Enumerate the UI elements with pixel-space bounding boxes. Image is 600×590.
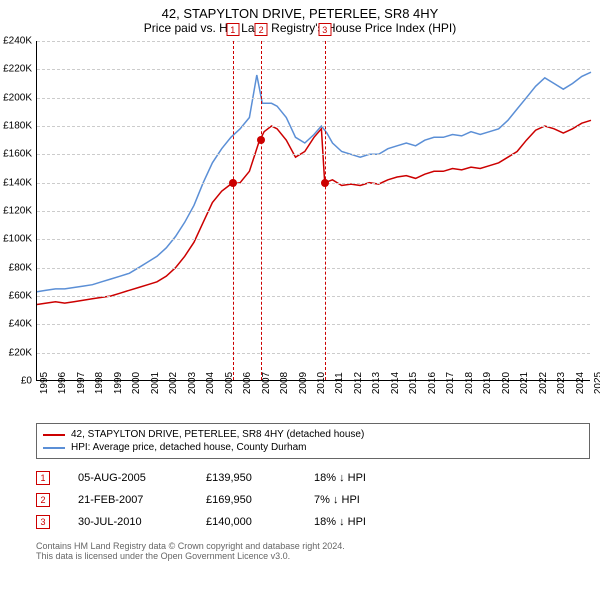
sale-date: 30-JUL-2010 bbox=[78, 516, 178, 528]
x-tick-label: 1995 bbox=[39, 372, 50, 394]
sales-table: 1 05-AUG-2005 £139,950 18% ↓ HPI 2 21-FEB-200… bbox=[36, 467, 600, 533]
gridline-h bbox=[37, 126, 590, 127]
x-tick-label: 2011 bbox=[334, 372, 345, 394]
x-tick-label: 1999 bbox=[113, 372, 124, 394]
event-vline bbox=[233, 41, 234, 380]
sale-diff: 18% ↓ HPI bbox=[314, 516, 404, 528]
y-tick-label: £140K bbox=[3, 177, 32, 188]
plot-area: £0£20K£40K£60K£80K£100K£120K£140K£160K£1… bbox=[36, 41, 590, 381]
y-tick-label: £40K bbox=[9, 319, 32, 330]
y-tick-label: £120K bbox=[3, 206, 32, 217]
y-tick-label: £220K bbox=[3, 64, 32, 75]
legend-box: 42, STAPYLTON DRIVE, PETERLEE, SR8 4HY (… bbox=[36, 423, 590, 459]
gridline-h bbox=[37, 98, 590, 99]
gridline-h bbox=[37, 183, 590, 184]
sale-index-box: 2 bbox=[36, 493, 50, 507]
gridline-h bbox=[37, 268, 590, 269]
x-tick-label: 2008 bbox=[279, 372, 290, 394]
sale-index-box: 1 bbox=[36, 471, 50, 485]
y-tick-label: £80K bbox=[9, 262, 32, 273]
x-tick-label: 2006 bbox=[242, 372, 253, 394]
x-tick-label: 2003 bbox=[187, 372, 198, 394]
gridline-h bbox=[37, 41, 590, 42]
y-tick-label: £20K bbox=[9, 347, 32, 358]
y-tick-label: £240K bbox=[3, 36, 32, 47]
event-dot bbox=[257, 136, 265, 144]
x-tick-label: 1998 bbox=[94, 372, 105, 394]
sale-index-box: 3 bbox=[36, 515, 50, 529]
x-tick-label: 2019 bbox=[482, 372, 493, 394]
y-tick-label: £200K bbox=[3, 92, 32, 103]
sale-price: £139,950 bbox=[206, 472, 286, 484]
gridline-h bbox=[37, 296, 590, 297]
x-tick-label: 2000 bbox=[131, 372, 142, 394]
event-marker-box: 3 bbox=[318, 23, 331, 36]
y-tick-label: £100K bbox=[3, 234, 32, 245]
chart-title: 42, STAPYLTON DRIVE, PETERLEE, SR8 4HY bbox=[0, 6, 600, 21]
legend-row: 42, STAPYLTON DRIVE, PETERLEE, SR8 4HY (… bbox=[43, 428, 583, 441]
title-block: 42, STAPYLTON DRIVE, PETERLEE, SR8 4HY P… bbox=[0, 0, 600, 37]
y-tick-label: £0 bbox=[21, 376, 32, 387]
x-tick-label: 2025 bbox=[593, 372, 600, 394]
sale-diff: 7% ↓ HPI bbox=[314, 494, 404, 506]
y-tick-label: £60K bbox=[9, 291, 32, 302]
chart-subtitle: Price paid vs. HM Land Registry's House … bbox=[0, 21, 600, 35]
x-tick-label: 2002 bbox=[168, 372, 179, 394]
y-tick-label: £180K bbox=[3, 121, 32, 132]
x-tick-label: 2004 bbox=[205, 372, 216, 394]
gridline-h bbox=[37, 239, 590, 240]
gridline-h bbox=[37, 154, 590, 155]
gridline-h bbox=[37, 69, 590, 70]
y-tick-label: £160K bbox=[3, 149, 32, 160]
gridline-h bbox=[37, 211, 590, 212]
event-dot bbox=[321, 179, 329, 187]
event-marker-box: 2 bbox=[255, 23, 268, 36]
x-tick-label: 2010 bbox=[316, 372, 327, 394]
sale-price: £140,000 bbox=[206, 516, 286, 528]
gridline-h bbox=[37, 353, 590, 354]
event-dot bbox=[229, 179, 237, 187]
x-tick-label: 2009 bbox=[298, 372, 309, 394]
gridline-h bbox=[37, 324, 590, 325]
sale-date: 21-FEB-2007 bbox=[78, 494, 178, 506]
x-tick-label: 2023 bbox=[556, 372, 567, 394]
event-vline bbox=[261, 41, 262, 380]
sale-price: £169,950 bbox=[206, 494, 286, 506]
legend-row: HPI: Average price, detached house, Coun… bbox=[43, 441, 583, 454]
legend-text: 42, STAPYLTON DRIVE, PETERLEE, SR8 4HY (… bbox=[71, 429, 364, 440]
x-tick-label: 2012 bbox=[353, 372, 364, 394]
event-vline bbox=[325, 41, 326, 380]
x-tick-label: 1996 bbox=[57, 372, 68, 394]
x-tick-label: 2018 bbox=[464, 372, 475, 394]
x-tick-label: 2014 bbox=[390, 372, 401, 394]
x-tick-label: 2015 bbox=[408, 372, 419, 394]
footer-note: Contains HM Land Registry data © Crown c… bbox=[36, 541, 600, 561]
x-tick-label: 2020 bbox=[501, 372, 512, 394]
legend-swatch bbox=[43, 447, 65, 449]
x-tick-label: 2024 bbox=[575, 372, 586, 394]
x-tick-label: 2017 bbox=[445, 372, 456, 394]
legend-swatch bbox=[43, 434, 65, 436]
x-tick-label: 2022 bbox=[538, 372, 549, 394]
sale-row: 2 21-FEB-2007 £169,950 7% ↓ HPI bbox=[36, 489, 600, 511]
chart-wrap: £0£20K£40K£60K£80K£100K£120K£140K£160K£1… bbox=[36, 41, 590, 417]
footer-line2: This data is licensed under the Open Gov… bbox=[36, 551, 600, 561]
chart-container: 42, STAPYLTON DRIVE, PETERLEE, SR8 4HY P… bbox=[0, 0, 600, 590]
x-tick-label: 2016 bbox=[427, 372, 438, 394]
x-tick-label: 2021 bbox=[519, 372, 530, 394]
x-tick-label: 2001 bbox=[150, 372, 161, 394]
x-axis-ticks: 1995199619971998199920002001200220032004… bbox=[36, 381, 590, 417]
x-tick-label: 1997 bbox=[76, 372, 87, 394]
legend-text: HPI: Average price, detached house, Coun… bbox=[71, 442, 307, 453]
sale-date: 05-AUG-2005 bbox=[78, 472, 178, 484]
sale-row: 3 30-JUL-2010 £140,000 18% ↓ HPI bbox=[36, 511, 600, 533]
event-marker-box: 1 bbox=[226, 23, 239, 36]
x-tick-label: 2005 bbox=[224, 372, 235, 394]
x-tick-label: 2007 bbox=[261, 372, 272, 394]
sale-row: 1 05-AUG-2005 £139,950 18% ↓ HPI bbox=[36, 467, 600, 489]
footer-line1: Contains HM Land Registry data © Crown c… bbox=[36, 541, 600, 551]
x-tick-label: 2013 bbox=[371, 372, 382, 394]
sale-diff: 18% ↓ HPI bbox=[314, 472, 404, 484]
